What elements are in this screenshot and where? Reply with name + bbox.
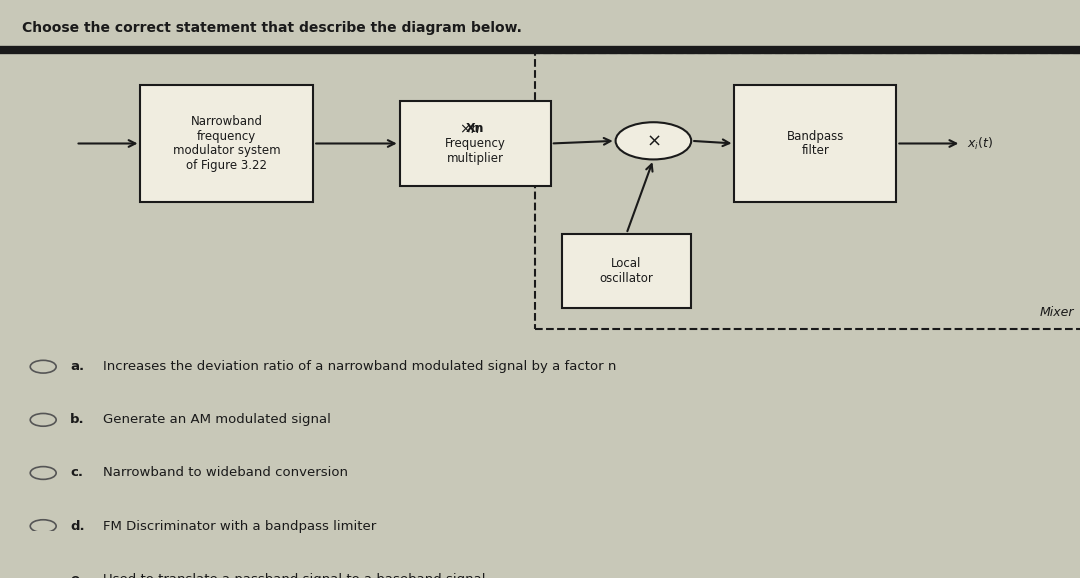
Text: c.: c.: [70, 466, 83, 480]
Text: Increases the deviation ratio of a narrowband modulated signal by a factor n: Increases the deviation ratio of a narro…: [103, 360, 616, 373]
Text: filter: filter: [801, 144, 829, 157]
Text: Narrowband to wideband conversion: Narrowband to wideband conversion: [103, 466, 348, 480]
FancyBboxPatch shape: [140, 85, 313, 202]
Text: Choose the correct statement that describe the diagram below.: Choose the correct statement that descri…: [22, 21, 522, 35]
Text: Used to translate a passband signal to a baseband signal: Used to translate a passband signal to a…: [103, 573, 485, 578]
Circle shape: [30, 573, 56, 578]
Text: FM Discriminator with a bandpass limiter: FM Discriminator with a bandpass limiter: [103, 520, 376, 533]
Text: e.: e.: [70, 573, 84, 578]
Text: b.: b.: [70, 413, 85, 427]
Circle shape: [30, 413, 56, 426]
Text: Generate an AM modulated signal: Generate an AM modulated signal: [103, 413, 330, 427]
Circle shape: [30, 466, 56, 479]
Text: Local: Local: [611, 257, 642, 270]
Text: Bandpass: Bandpass: [786, 129, 845, 143]
Text: a.: a.: [70, 360, 84, 373]
FancyBboxPatch shape: [562, 234, 691, 308]
Text: of Figure 3.22: of Figure 3.22: [187, 160, 268, 172]
Text: modulator system: modulator system: [173, 144, 281, 157]
Text: Xn: Xn: [465, 122, 485, 135]
FancyBboxPatch shape: [400, 101, 551, 186]
Text: multiplier: multiplier: [447, 152, 503, 165]
Text: d.: d.: [70, 520, 85, 533]
Text: frequency: frequency: [198, 129, 256, 143]
Text: Narrowband: Narrowband: [191, 114, 262, 128]
Text: Frequency: Frequency: [445, 137, 505, 150]
Text: $\times$: $\times$: [646, 132, 661, 150]
Text: Mixer: Mixer: [1040, 306, 1075, 319]
Text: oscillator: oscillator: [599, 272, 653, 285]
Circle shape: [616, 122, 691, 160]
Circle shape: [30, 520, 56, 532]
Text: $x_i(t)$: $x_i(t)$: [967, 135, 993, 151]
FancyBboxPatch shape: [734, 85, 896, 202]
Text: $\times n$: $\times n$: [459, 121, 481, 136]
Circle shape: [30, 360, 56, 373]
